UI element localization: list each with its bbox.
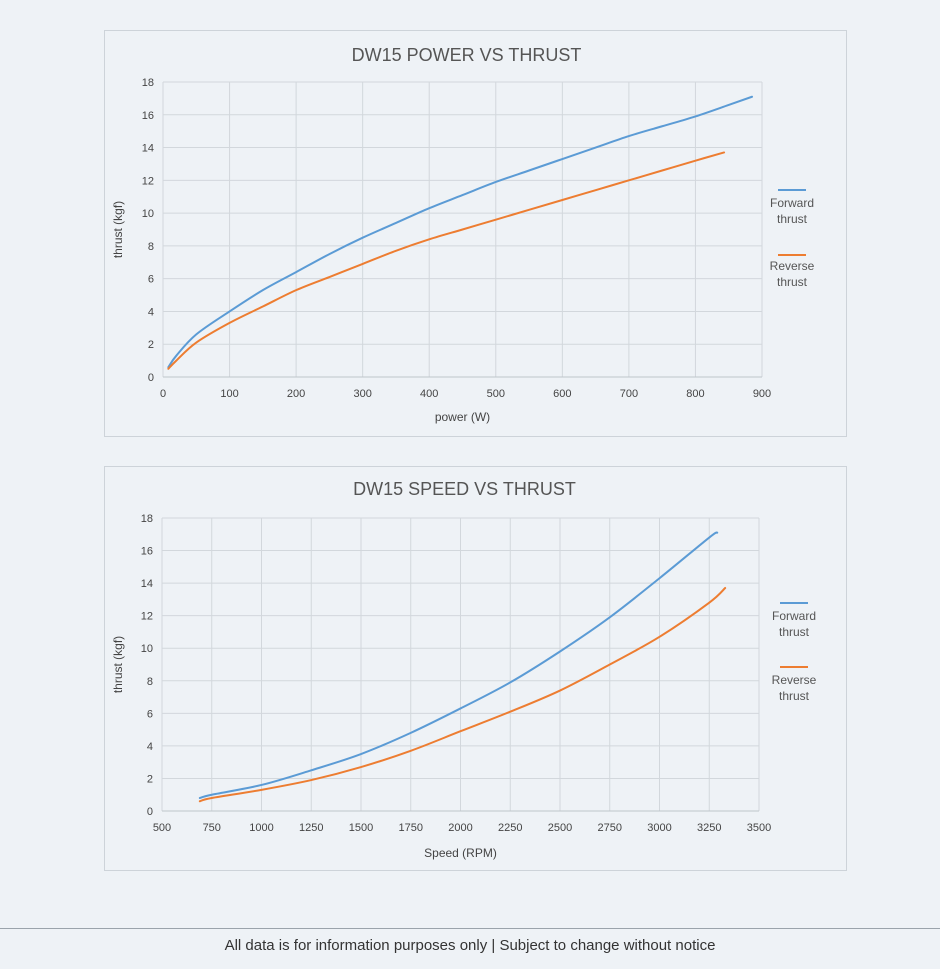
x-tick-label: 1000: [249, 822, 273, 834]
x-tick-label: 1750: [399, 822, 423, 834]
legend-label-forward-thrust: Forward: [770, 196, 814, 210]
x-tick-label: 600: [553, 388, 571, 400]
x-tick-label: 500: [487, 388, 505, 400]
legend-label-forward-thrust: thrust: [777, 212, 808, 226]
y-axis-label: thrust (kgf): [111, 636, 125, 693]
y-tick-label: 8: [147, 676, 153, 688]
legend-label-reverse-thrust: Reverse: [770, 259, 815, 273]
x-tick-label: 3250: [697, 822, 721, 834]
y-tick-label: 18: [142, 77, 154, 89]
speed-vs-thrust-chart: 500 750 1000 1250 1500 1750 2000 2250 2500 2750 30…: [104, 466, 847, 871]
speed-vs-thrust-svg: 500 750 1000 1250 1500 1750 2000 2250 2500 2750 30…: [111, 479, 817, 860]
legend-label-forward-thrust: Forward: [772, 609, 816, 623]
y-tick-label: 12: [142, 175, 154, 187]
x-tick-label: 100: [220, 388, 238, 400]
x-tick-label: 700: [620, 388, 638, 400]
series-line-forward-thrust: [167, 95, 754, 369]
series-line-reverse-thrust: [167, 151, 726, 370]
y-axis-label: thrust (kgf): [111, 201, 125, 258]
x-tick-label: 2000: [448, 822, 472, 834]
x-tick-label: 200: [287, 388, 305, 400]
chart-title: DW15 SPEED VS THRUST: [353, 479, 576, 499]
legend-label-reverse-thrust: thrust: [777, 275, 808, 289]
y-tick-label: 6: [147, 708, 153, 720]
x-tick-label: 1500: [349, 822, 373, 834]
x-tick-label: 1250: [299, 822, 323, 834]
y-tick-label: 2: [147, 773, 153, 785]
y-tick-label: 0: [148, 372, 154, 384]
y-tick-label: 10: [142, 208, 154, 220]
x-tick-label: 400: [420, 388, 438, 400]
x-tick-label: 750: [203, 822, 221, 834]
y-tick-label: 4: [148, 306, 154, 318]
footer-disclaimer: All data is for information purposes onl…: [224, 937, 716, 954]
x-axis-label: power (W): [435, 410, 490, 424]
y-tick-label: 4: [147, 741, 153, 753]
y-tick-label: 14: [141, 578, 153, 590]
x-tick-label: 500: [153, 822, 171, 834]
x-tick-label: 2750: [598, 822, 622, 834]
x-tick-label: 2250: [498, 822, 522, 834]
x-tick-label: 800: [686, 388, 704, 400]
legend-label-reverse-thrust: thrust: [779, 689, 810, 703]
series-line-reverse-thrust: [198, 586, 727, 803]
chart-title: DW15 POWER VS THRUST: [352, 45, 582, 65]
y-tick-label: 16: [142, 110, 154, 122]
y-tick-label: 8: [148, 241, 154, 253]
y-tick-label: 6: [148, 274, 154, 286]
y-tick-label: 14: [142, 143, 154, 155]
x-tick-label: 300: [353, 388, 371, 400]
y-tick-label: 16: [141, 546, 153, 558]
series-line-forward-thrust: [198, 531, 719, 799]
x-tick-label: 900: [753, 388, 771, 400]
x-tick-label: 2500: [548, 822, 572, 834]
y-tick-label: 18: [141, 513, 153, 525]
power-vs-thrust-svg: 0 100 200 300 400 500 600 700 800 900 0 2 4 6 8 10 12 14 1…: [111, 45, 815, 424]
legend-label-reverse-thrust: Reverse: [772, 673, 817, 687]
y-tick-label: 12: [141, 611, 153, 623]
x-axis-label: Speed (RPM): [424, 846, 497, 860]
footer-divider: [0, 928, 940, 929]
x-tick-label: 0: [160, 388, 166, 400]
x-tick-label: 3000: [647, 822, 671, 834]
x-tick-label: 3500: [747, 822, 771, 834]
legend-label-forward-thrust: thrust: [779, 625, 810, 639]
y-tick-label: 2: [148, 339, 154, 351]
y-tick-label: 10: [141, 643, 153, 655]
y-tick-label: 0: [147, 806, 153, 818]
power-vs-thrust-chart: 0 100 200 300 400 500 600 700 800 900 0 2 4 6 8 10 12 14 1…: [104, 30, 847, 437]
